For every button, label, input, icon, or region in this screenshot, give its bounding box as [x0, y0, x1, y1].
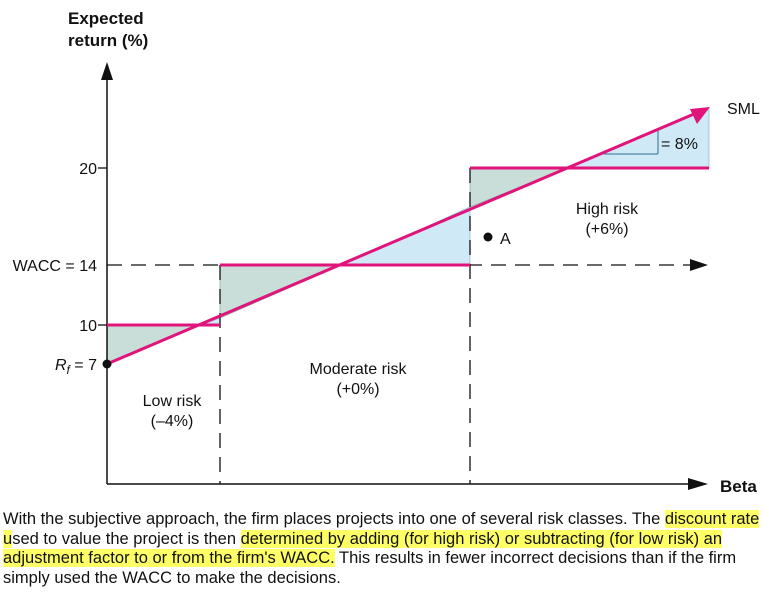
y-tick-label-20: 20: [79, 161, 97, 178]
sml-line: [106, 112, 695, 366]
risk-free-rate-label: Rf = 7: [55, 357, 97, 377]
x-axis-arrowhead: [688, 478, 708, 490]
y-axis-arrowhead: [101, 62, 113, 80]
y-axis-title-line2: return (%): [68, 31, 148, 50]
caption-text-2: sed to value the project is then: [12, 529, 241, 548]
rf-letter: R: [55, 357, 67, 374]
wacc-line-arrowhead: [690, 259, 708, 271]
moderate-risk-adjustment: (+0%): [336, 381, 379, 398]
risk-free-rate-dot: [102, 359, 112, 369]
caption-text-3: This results in fewer incorrect decision…: [3, 549, 737, 587]
figure-caption: With the subjective approach, the firm p…: [3, 510, 765, 588]
project-a-label: A: [500, 231, 511, 248]
sml-label: SML: [727, 101, 760, 118]
wacc-tick-label: WACC = 14: [13, 258, 97, 275]
rf-value: = 7: [70, 357, 97, 374]
rf-subscript: f: [67, 363, 72, 377]
sml-arrowhead: [690, 107, 710, 124]
y-axis-title-line1: Expected: [68, 9, 144, 28]
moderate-risk-label: Moderate risk: [310, 361, 408, 378]
project-a-dot: [483, 232, 493, 242]
caption-text-1: With the subjective approach, the firm p…: [3, 510, 665, 528]
risk-class-diagram: Expected return (%) Beta 20 WACC = 14 10…: [13, 9, 760, 496]
low-risk-label: Low risk: [143, 393, 203, 410]
x-axis-title: Beta: [720, 477, 757, 496]
high-risk-label: High risk: [576, 201, 639, 218]
y-tick-label-10: 10: [79, 318, 97, 335]
low-risk-adjustment: (–4%): [151, 413, 194, 430]
sml-gap-label: = 8%: [661, 136, 698, 153]
high-risk-adjustment: (+6%): [585, 221, 628, 238]
